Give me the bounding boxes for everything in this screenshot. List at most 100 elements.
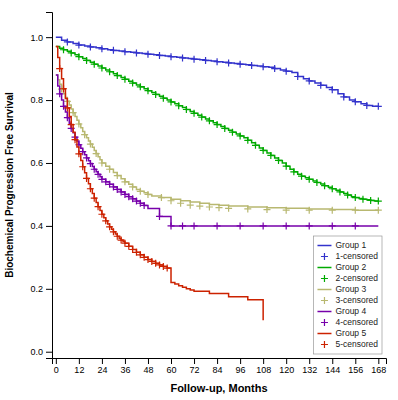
tick-label: 144 — [325, 365, 340, 375]
censor-mark — [317, 82, 324, 89]
censor-mark — [75, 53, 82, 60]
censor-mark — [91, 61, 98, 68]
censor-mark — [329, 222, 336, 229]
legend-item: Group 5 — [317, 328, 366, 338]
censor-mark — [260, 63, 267, 70]
censor-mark — [191, 222, 198, 229]
censor-mark — [125, 243, 132, 250]
censor-mark — [244, 137, 251, 144]
censor-mark — [56, 65, 63, 72]
censor-mark — [263, 206, 270, 213]
censor-mark — [352, 194, 359, 201]
legend-label: Group 2 — [335, 262, 366, 272]
censor-mark — [168, 98, 175, 105]
tick: 168 — [371, 358, 386, 375]
tick: 0.4 — [30, 221, 52, 231]
censor-mark — [196, 203, 203, 210]
axis-line — [46, 13, 53, 359]
censor-mark — [83, 175, 90, 182]
censor-mark — [168, 222, 175, 229]
censor-mark — [375, 198, 382, 205]
legend: Group 11-censoredGroup 22-censoredGroup … — [313, 236, 382, 354]
tick-mark — [46, 37, 52, 38]
y-axis-title: Biochemical Progression Free Survival — [4, 92, 15, 278]
censor-mark — [79, 163, 86, 170]
tick-label: 48 — [143, 365, 153, 375]
censor-mark — [141, 202, 148, 209]
tick-mark — [46, 100, 52, 101]
legend-swatch — [321, 297, 328, 304]
censor-mark — [102, 217, 109, 224]
legend-box — [313, 236, 382, 354]
tick-mark — [332, 358, 333, 364]
censor-marks — [64, 38, 382, 109]
censor-mark — [367, 197, 374, 204]
x-axis-title: Follow-up, Months — [170, 382, 267, 394]
legend-swatch — [321, 253, 328, 260]
tick-mark — [286, 358, 287, 364]
censor-mark — [70, 109, 77, 116]
censor-mark — [137, 83, 144, 90]
tick: 0.6 — [30, 158, 52, 168]
censor-mark — [329, 86, 336, 93]
tick-label: 96 — [236, 365, 246, 375]
tick: 156 — [348, 358, 363, 375]
tick-label: 0.0 — [30, 347, 43, 357]
legend-item: Group 4 — [317, 306, 366, 316]
censor-mark — [283, 207, 290, 214]
tick-mark — [56, 358, 57, 364]
legend-swatch — [317, 333, 331, 335]
censor-mark — [121, 240, 128, 247]
censor-mark — [75, 42, 82, 49]
censor-mark — [144, 191, 151, 198]
censor-mark — [321, 182, 328, 189]
legend-swatch — [321, 275, 328, 282]
censor-mark — [121, 48, 128, 55]
censor-mark — [283, 68, 290, 75]
censor-mark — [87, 185, 94, 192]
censor-mark — [290, 168, 297, 175]
tick-mark — [378, 358, 379, 364]
survival-line — [56, 75, 378, 210]
censor-mark — [267, 152, 274, 159]
legend-label: 3-censored — [335, 295, 378, 305]
censor-mark — [64, 38, 71, 45]
censor-mark — [110, 47, 117, 54]
censor-mark — [133, 49, 140, 56]
tick-mark — [148, 358, 149, 364]
censor-mark — [375, 207, 382, 214]
censor-mark — [121, 76, 128, 83]
censor-mark — [110, 228, 117, 235]
censor-mark — [156, 52, 163, 59]
legend-label: 1-censored — [335, 251, 378, 261]
censor-mark — [329, 207, 336, 214]
censor-mark — [114, 72, 121, 79]
legend-swatch — [317, 311, 331, 313]
censor-mark — [225, 205, 232, 212]
tick-mark — [46, 352, 52, 353]
censor-mark — [214, 121, 221, 128]
censor-mark — [160, 95, 167, 102]
censor-marks — [56, 90, 359, 229]
tick: 120 — [279, 358, 294, 375]
censor-mark — [225, 59, 232, 66]
censor-mark — [72, 136, 79, 143]
censor-mark — [60, 103, 67, 110]
tick: 24 — [97, 358, 107, 375]
tick-label: 24 — [97, 365, 107, 375]
legend-label: Group 4 — [335, 306, 366, 316]
censor-mark — [175, 102, 182, 109]
censor-mark — [221, 125, 228, 132]
censor-mark — [179, 54, 186, 61]
censor-mark — [244, 205, 251, 212]
censor-mark — [177, 200, 184, 207]
censor-mark — [352, 207, 359, 214]
survival-line — [56, 75, 378, 226]
legend-swatch — [321, 319, 328, 326]
censor-mark — [329, 185, 336, 192]
tick-label: 12 — [74, 365, 84, 375]
plot-area: 012243648607284961081201321441561680.00.… — [30, 13, 386, 376]
censor-mark — [95, 203, 102, 210]
legend-item: 4-censored — [321, 317, 378, 327]
censor-mark — [83, 154, 90, 161]
